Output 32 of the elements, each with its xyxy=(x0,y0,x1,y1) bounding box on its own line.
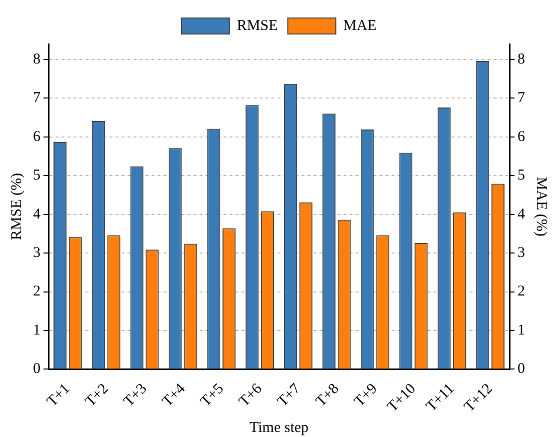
y2-tick-label: 5 xyxy=(518,168,525,184)
y2-tick-label: 7 xyxy=(518,90,526,106)
y2-tick-label: 2 xyxy=(518,284,525,300)
x-tick-label: T+8 xyxy=(313,380,342,410)
x-tick-label: T+6 xyxy=(236,380,266,410)
y-tick-label: 3 xyxy=(33,245,40,261)
y2-tick-label: 4 xyxy=(518,206,526,222)
x-tick-label: T+3 xyxy=(121,380,150,410)
y2-tick-label: 1 xyxy=(518,322,525,338)
y-tick-label: 0 xyxy=(33,361,40,378)
y-tick-label: 1 xyxy=(33,322,40,338)
x-tick-label: T+4 xyxy=(159,380,189,410)
x-tick-label: T+5 xyxy=(198,380,227,410)
x-tick-label: T+7 xyxy=(274,380,304,410)
y-tick-label: 7 xyxy=(33,90,41,106)
y2-tick-label: 3 xyxy=(518,245,525,261)
x-tick-label: T+2 xyxy=(82,380,112,410)
y2-tick-label: 8 xyxy=(518,51,525,68)
y2-axis-title: MAE (%) xyxy=(533,176,550,236)
y2-tick-label: 0 xyxy=(518,361,525,378)
y-tick-label: 6 xyxy=(33,128,41,145)
x-tick-label: T+1 xyxy=(44,380,74,410)
x-tick-label: T+9 xyxy=(352,380,381,410)
y-tick-label: 2 xyxy=(33,284,40,300)
legend-label: RMSE xyxy=(236,18,278,34)
y-tick-label: 4 xyxy=(33,206,41,222)
legend-label: MAE xyxy=(343,18,377,34)
y-tick-label: 5 xyxy=(33,168,40,184)
y-tick-label: 8 xyxy=(33,51,40,68)
y2-tick-label: 6 xyxy=(518,128,526,145)
y-axis-title: RMSE (%) xyxy=(8,173,25,240)
x-axis-title: Time step xyxy=(249,420,309,436)
